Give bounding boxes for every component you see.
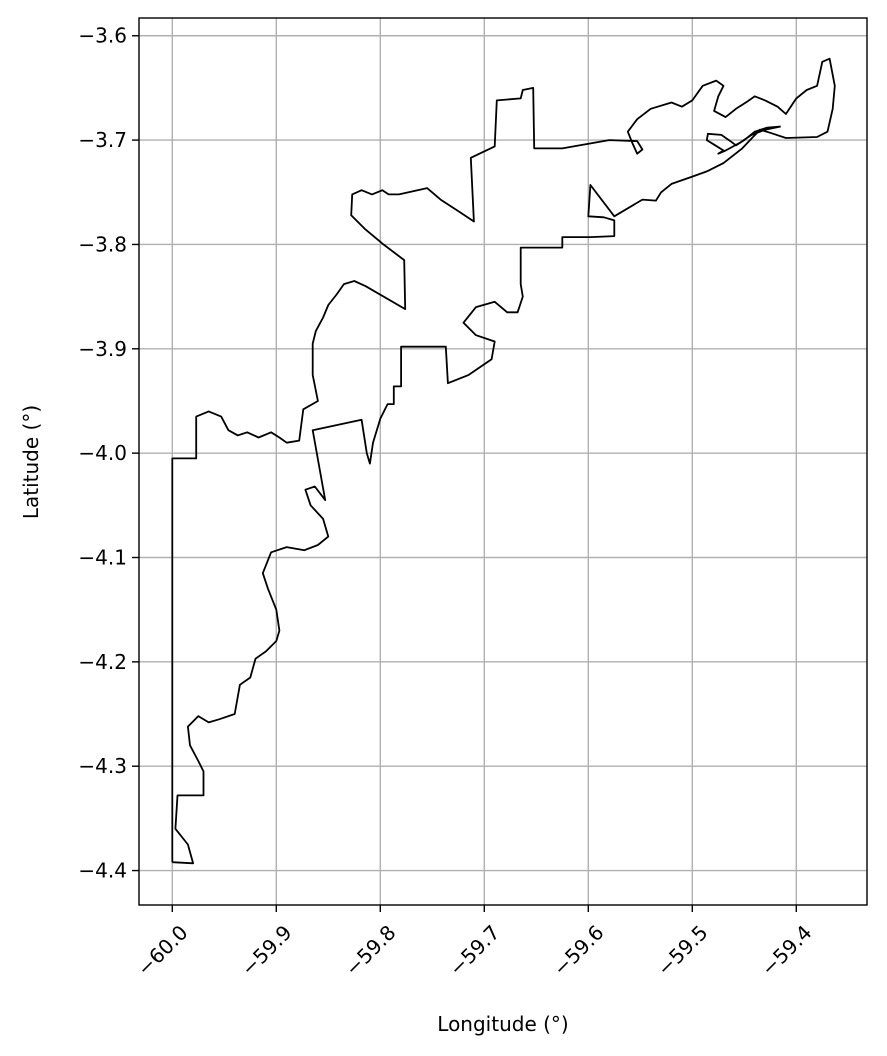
boundary-outline-islet: [705, 125, 781, 155]
y-tick-label: −4.2: [78, 650, 127, 674]
plot-frame: [138, 17, 868, 906]
y-tick-label: −4.3: [78, 754, 127, 778]
grid-lines: [139, 18, 867, 905]
y-tick-label: −3.7: [78, 128, 127, 152]
region-outline: [171, 57, 836, 865]
y-tick-label: −4.4: [78, 859, 127, 883]
y-tick-label: −3.8: [78, 232, 127, 256]
y-tick-label: −3.6: [78, 24, 127, 48]
y-axis-label: Latitude (°): [19, 405, 43, 519]
y-tick-label: −4.1: [78, 546, 127, 570]
y-tick-label: −4.0: [78, 441, 127, 465]
y-axis-ticks: −3.6 −3.7 −3.8 −3.9 −4.0 −4.1 −4.2 −4.3 −4.4: [78, 24, 139, 883]
x-axis-label: Longitude (°): [437, 1012, 568, 1036]
boundary-outline-main: [171, 57, 836, 865]
y-tick-label: −3.9: [78, 337, 127, 361]
